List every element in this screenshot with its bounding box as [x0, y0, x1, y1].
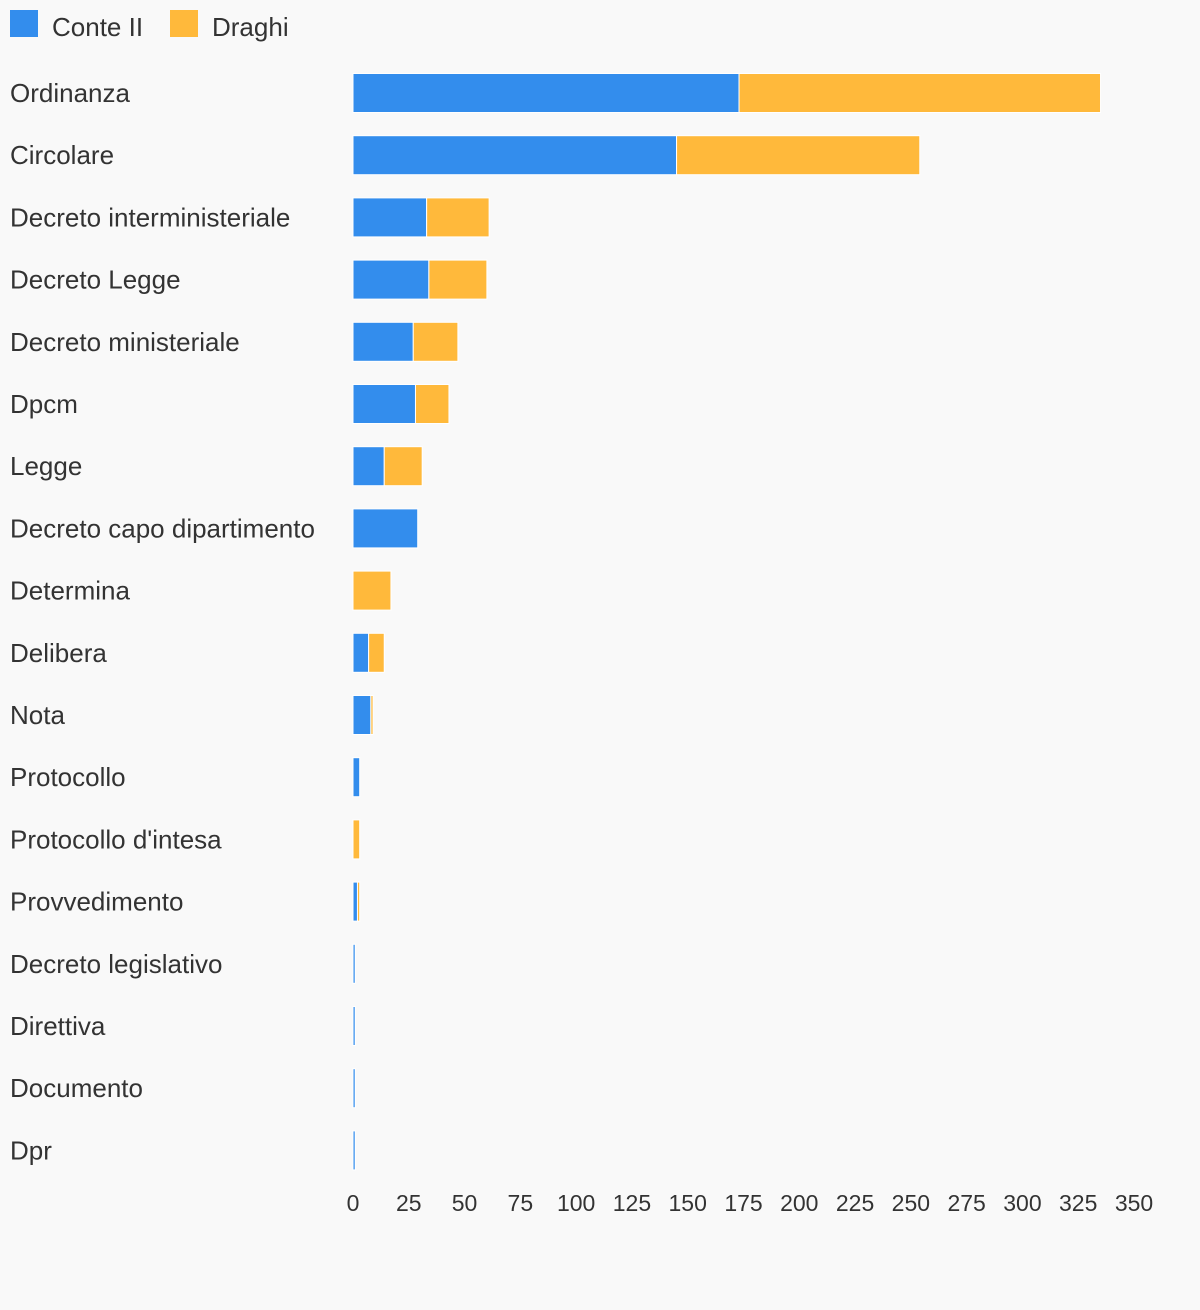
bar-draghi-decreto-interministeriale [426, 197, 490, 238]
bar-conte-ii-provvedimento [352, 881, 358, 922]
x-tick-label-200: 200 [780, 1190, 818, 1216]
bar-draghi-ordinanza [738, 73, 1102, 113]
category-label-decreto-legge: Decreto Legge [10, 265, 181, 295]
bar-conte-ii-ordinanza [352, 73, 740, 113]
legend-swatch-draghi [170, 10, 198, 37]
bar-draghi-provvedimento [356, 881, 361, 922]
category-labels: Ordinanza Circolare Decreto interministeri… [10, 78, 315, 1165]
category-label-protocollo-d-intesa: Protocollo d'intesa [10, 824, 222, 854]
x-tick-label-325: 325 [1059, 1190, 1097, 1216]
bar-draghi-delibera [368, 632, 385, 673]
x-tick-label-275: 275 [947, 1190, 985, 1216]
bar-draghi-protocollo-d-intesa [352, 819, 361, 860]
x-tick-label-0: 0 [347, 1190, 360, 1216]
category-label-provvedimento: Provvedimento [10, 887, 183, 917]
category-label-documento: Documento [10, 1073, 143, 1103]
bar-draghi-dpcm [414, 384, 450, 424]
bar-conte-ii-delibera [352, 632, 370, 673]
x-tick-label-75: 75 [508, 1190, 534, 1216]
bars [352, 73, 1102, 1171]
bar-conte-ii-decreto-legislativo [352, 943, 356, 984]
bar-draghi-nota [370, 695, 374, 735]
category-label-determina: Determina [10, 576, 130, 606]
x-tick-label-25: 25 [396, 1190, 422, 1216]
bar-draghi-determina [352, 570, 392, 611]
legend: Conte II Draghi [10, 10, 289, 42]
x-tick-label-225: 225 [836, 1190, 874, 1216]
bar-conte-ii-legge [352, 446, 385, 487]
bar-draghi-circolare [676, 135, 921, 176]
bar-draghi-decreto-ministeriale [412, 321, 459, 362]
x-tick-label-175: 175 [724, 1190, 762, 1216]
category-label-dpcm: Dpcm [10, 389, 78, 419]
bar-conte-ii-decreto-interministeriale [352, 197, 428, 238]
category-label-delibera: Delibera [10, 638, 107, 668]
category-label-legge: Legge [10, 451, 82, 481]
legend-label-draghi: Draghi [212, 12, 289, 42]
bar-conte-ii-decreto-ministeriale [352, 321, 414, 362]
category-label-dpr: Dpr [10, 1135, 52, 1165]
x-tick-label-50: 50 [452, 1190, 478, 1216]
bar-conte-ii-circolare [352, 135, 678, 176]
category-label-protocollo: Protocollo [10, 762, 126, 792]
category-label-direttiva: Direttiva [10, 1011, 106, 1041]
category-label-decreto-legislativo: Decreto legislativo [10, 949, 222, 979]
bar-draghi-legge [383, 446, 423, 487]
bar-conte-ii-documento [352, 1068, 356, 1109]
x-axis: 0 25 50 75 100 125 150 175 200 225 250 275 300 325 350 [347, 1190, 1154, 1216]
x-tick-label-125: 125 [613, 1190, 651, 1216]
bar-conte-ii-dpcm [352, 384, 416, 424]
bar-conte-ii-dpr [352, 1130, 356, 1171]
category-label-decreto-interministeriale: Decreto interministeriale [10, 202, 290, 232]
category-label-ordinanza: Ordinanza [10, 78, 130, 108]
category-label-nota: Nota [10, 700, 65, 730]
x-tick-label-300: 300 [1003, 1190, 1041, 1216]
bar-draghi-decreto-legge [428, 259, 488, 300]
bar-conte-ii-decreto-legge [352, 259, 430, 300]
x-tick-label-350: 350 [1115, 1190, 1153, 1216]
bar-conte-ii-protocollo [352, 757, 361, 798]
x-tick-label-250: 250 [892, 1190, 930, 1216]
legend-label-conte-ii: Conte II [52, 12, 143, 42]
bar-conte-ii-direttiva [352, 1006, 356, 1046]
category-label-decreto-ministeriale: Decreto ministeriale [10, 327, 240, 357]
bar-conte-ii-decreto-capo-dipartimento [352, 508, 419, 549]
legend-swatch-conte-ii [10, 10, 38, 37]
category-label-decreto-capo-dipartimento: Decreto capo dipartimento [10, 513, 315, 543]
category-label-circolare: Circolare [10, 140, 114, 170]
x-tick-label-100: 100 [557, 1190, 595, 1216]
x-tick-label-150: 150 [669, 1190, 707, 1216]
bar-conte-ii-nota [352, 695, 372, 735]
